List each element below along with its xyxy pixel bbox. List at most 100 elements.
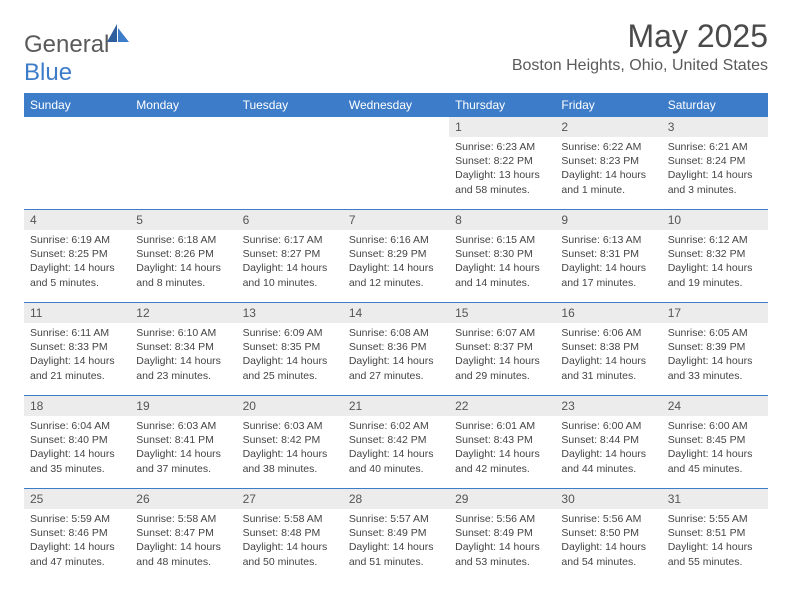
day-number: 13 xyxy=(237,303,343,323)
weekday-header: Thursday xyxy=(449,93,555,117)
calendar-cell: 30Sunrise: 5:56 AMSunset: 8:50 PMDayligh… xyxy=(555,489,661,581)
day-number: 27 xyxy=(237,489,343,509)
day-details: Sunrise: 6:17 AMSunset: 8:27 PMDaylight:… xyxy=(237,230,343,296)
calendar-cell: 21Sunrise: 6:02 AMSunset: 8:42 PMDayligh… xyxy=(343,396,449,488)
day-number: 22 xyxy=(449,396,555,416)
calendar-cell: 6Sunrise: 6:17 AMSunset: 8:27 PMDaylight… xyxy=(237,210,343,302)
day-number: 31 xyxy=(662,489,768,509)
day-number: 4 xyxy=(24,210,130,230)
calendar-cell: 4Sunrise: 6:19 AMSunset: 8:25 PMDaylight… xyxy=(24,210,130,302)
day-number: 11 xyxy=(24,303,130,323)
calendar-cell: 3Sunrise: 6:21 AMSunset: 8:24 PMDaylight… xyxy=(662,117,768,209)
day-number: 9 xyxy=(555,210,661,230)
calendar-cell: 31Sunrise: 5:55 AMSunset: 8:51 PMDayligh… xyxy=(662,489,768,581)
logo-word-1: General xyxy=(24,31,109,58)
calendar-cell: 24Sunrise: 6:00 AMSunset: 8:45 PMDayligh… xyxy=(662,396,768,488)
day-details: Sunrise: 6:06 AMSunset: 8:38 PMDaylight:… xyxy=(555,323,661,389)
day-details: Sunrise: 5:58 AMSunset: 8:48 PMDaylight:… xyxy=(237,509,343,575)
calendar-cell-empty xyxy=(343,117,449,209)
day-number: 15 xyxy=(449,303,555,323)
calendar-grid: 1Sunrise: 6:23 AMSunset: 8:22 PMDaylight… xyxy=(24,117,768,581)
day-details: Sunrise: 5:56 AMSunset: 8:50 PMDaylight:… xyxy=(555,509,661,575)
day-details: Sunrise: 5:56 AMSunset: 8:49 PMDaylight:… xyxy=(449,509,555,575)
calendar-cell: 7Sunrise: 6:16 AMSunset: 8:29 PMDaylight… xyxy=(343,210,449,302)
day-details: Sunrise: 5:58 AMSunset: 8:47 PMDaylight:… xyxy=(130,509,236,575)
day-number: 26 xyxy=(130,489,236,509)
day-details: Sunrise: 6:22 AMSunset: 8:23 PMDaylight:… xyxy=(555,137,661,203)
day-details: Sunrise: 6:13 AMSunset: 8:31 PMDaylight:… xyxy=(555,230,661,296)
calendar-week-row: 18Sunrise: 6:04 AMSunset: 8:40 PMDayligh… xyxy=(24,395,768,488)
calendar-page: GeneralBlue May 2025 Boston Heights, Ohi… xyxy=(0,0,792,581)
day-number: 29 xyxy=(449,489,555,509)
calendar-cell: 18Sunrise: 6:04 AMSunset: 8:40 PMDayligh… xyxy=(24,396,130,488)
calendar-cell: 9Sunrise: 6:13 AMSunset: 8:31 PMDaylight… xyxy=(555,210,661,302)
header: GeneralBlue May 2025 Boston Heights, Ohi… xyxy=(24,18,768,87)
day-number: 1 xyxy=(449,117,555,137)
day-number: 10 xyxy=(662,210,768,230)
calendar-cell: 19Sunrise: 6:03 AMSunset: 8:41 PMDayligh… xyxy=(130,396,236,488)
day-details: Sunrise: 6:11 AMSunset: 8:33 PMDaylight:… xyxy=(24,323,130,389)
weekday-header: Tuesday xyxy=(237,93,343,117)
day-number: 28 xyxy=(343,489,449,509)
calendar-cell: 17Sunrise: 6:05 AMSunset: 8:39 PMDayligh… xyxy=(662,303,768,395)
calendar-cell: 26Sunrise: 5:58 AMSunset: 8:47 PMDayligh… xyxy=(130,489,236,581)
day-number: 2 xyxy=(555,117,661,137)
logo-word-2: Blue xyxy=(24,59,72,86)
weekday-header: Friday xyxy=(555,93,661,117)
day-details: Sunrise: 6:08 AMSunset: 8:36 PMDaylight:… xyxy=(343,323,449,389)
day-number: 18 xyxy=(24,396,130,416)
day-number: 24 xyxy=(662,396,768,416)
calendar-cell-empty xyxy=(24,117,130,209)
logo: GeneralBlue xyxy=(24,24,129,87)
day-number: 21 xyxy=(343,396,449,416)
day-number: 19 xyxy=(130,396,236,416)
calendar-cell: 22Sunrise: 6:01 AMSunset: 8:43 PMDayligh… xyxy=(449,396,555,488)
calendar-cell: 10Sunrise: 6:12 AMSunset: 8:32 PMDayligh… xyxy=(662,210,768,302)
calendar-week-row: 1Sunrise: 6:23 AMSunset: 8:22 PMDaylight… xyxy=(24,117,768,209)
day-details: Sunrise: 6:09 AMSunset: 8:35 PMDaylight:… xyxy=(237,323,343,389)
day-number: 8 xyxy=(449,210,555,230)
day-details: Sunrise: 6:16 AMSunset: 8:29 PMDaylight:… xyxy=(343,230,449,296)
calendar-cell: 29Sunrise: 5:56 AMSunset: 8:49 PMDayligh… xyxy=(449,489,555,581)
day-details: Sunrise: 6:12 AMSunset: 8:32 PMDaylight:… xyxy=(662,230,768,296)
calendar-cell: 13Sunrise: 6:09 AMSunset: 8:35 PMDayligh… xyxy=(237,303,343,395)
day-number: 7 xyxy=(343,210,449,230)
day-number: 3 xyxy=(662,117,768,137)
day-details: Sunrise: 5:57 AMSunset: 8:49 PMDaylight:… xyxy=(343,509,449,575)
calendar-cell: 5Sunrise: 6:18 AMSunset: 8:26 PMDaylight… xyxy=(130,210,236,302)
calendar-week-row: 25Sunrise: 5:59 AMSunset: 8:46 PMDayligh… xyxy=(24,488,768,581)
calendar-cell: 16Sunrise: 6:06 AMSunset: 8:38 PMDayligh… xyxy=(555,303,661,395)
logo-text: GeneralBlue xyxy=(24,24,129,87)
day-details: Sunrise: 6:02 AMSunset: 8:42 PMDaylight:… xyxy=(343,416,449,482)
day-details: Sunrise: 6:00 AMSunset: 8:44 PMDaylight:… xyxy=(555,416,661,482)
calendar-cell: 2Sunrise: 6:22 AMSunset: 8:23 PMDaylight… xyxy=(555,117,661,209)
day-number: 17 xyxy=(662,303,768,323)
day-number: 23 xyxy=(555,396,661,416)
day-details: Sunrise: 5:55 AMSunset: 8:51 PMDaylight:… xyxy=(662,509,768,575)
calendar-cell: 1Sunrise: 6:23 AMSunset: 8:22 PMDaylight… xyxy=(449,117,555,209)
month-title: May 2025 xyxy=(512,18,768,55)
calendar-cell-empty xyxy=(237,117,343,209)
weekday-header: Saturday xyxy=(662,93,768,117)
day-number: 14 xyxy=(343,303,449,323)
weekday-header: Wednesday xyxy=(343,93,449,117)
title-block: May 2025 Boston Heights, Ohio, United St… xyxy=(512,18,768,75)
calendar-cell: 12Sunrise: 6:10 AMSunset: 8:34 PMDayligh… xyxy=(130,303,236,395)
day-details: Sunrise: 6:04 AMSunset: 8:40 PMDaylight:… xyxy=(24,416,130,482)
calendar-cell-empty xyxy=(130,117,236,209)
day-details: Sunrise: 6:07 AMSunset: 8:37 PMDaylight:… xyxy=(449,323,555,389)
calendar-cell: 25Sunrise: 5:59 AMSunset: 8:46 PMDayligh… xyxy=(24,489,130,581)
day-details: Sunrise: 6:03 AMSunset: 8:42 PMDaylight:… xyxy=(237,416,343,482)
calendar-cell: 23Sunrise: 6:00 AMSunset: 8:44 PMDayligh… xyxy=(555,396,661,488)
day-number: 30 xyxy=(555,489,661,509)
logo-sail-icon xyxy=(107,24,129,42)
calendar-week-row: 11Sunrise: 6:11 AMSunset: 8:33 PMDayligh… xyxy=(24,302,768,395)
day-number: 16 xyxy=(555,303,661,323)
day-number: 25 xyxy=(24,489,130,509)
day-details: Sunrise: 6:03 AMSunset: 8:41 PMDaylight:… xyxy=(130,416,236,482)
weekday-header-row: Sunday Monday Tuesday Wednesday Thursday… xyxy=(24,93,768,117)
location-text: Boston Heights, Ohio, United States xyxy=(512,57,768,75)
day-details: Sunrise: 6:10 AMSunset: 8:34 PMDaylight:… xyxy=(130,323,236,389)
weekday-header: Monday xyxy=(130,93,236,117)
weekday-header: Sunday xyxy=(24,93,130,117)
